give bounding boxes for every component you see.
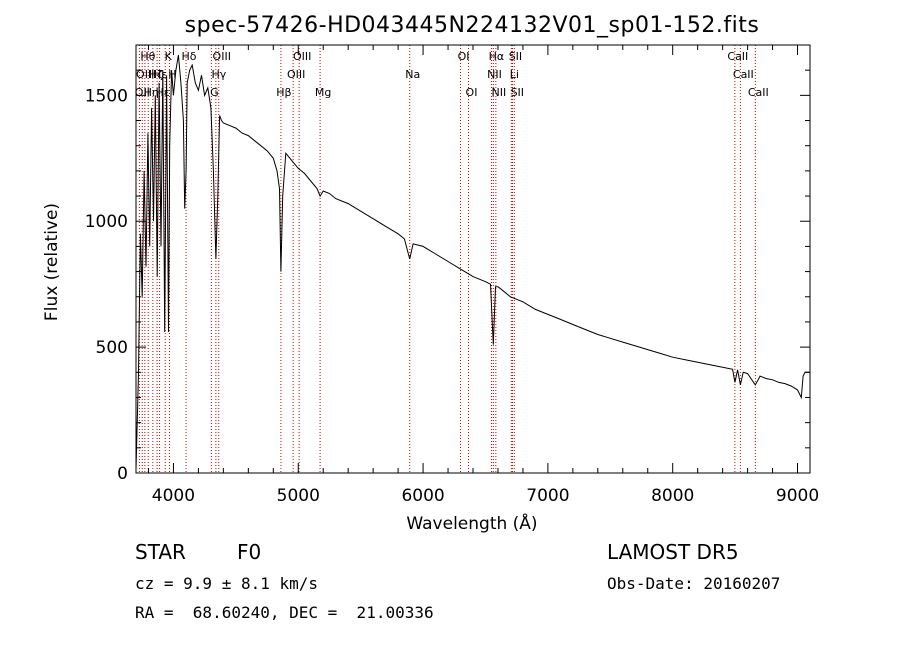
line-marker-label: Hα [489,50,505,63]
line-marker-label: OI [458,50,470,63]
line-marker-label: SII [511,86,524,99]
line-marker-label: Li [510,68,519,81]
line-marker-label: CaII [733,68,754,81]
y-tick-label: 0 [117,464,128,484]
line-marker-label: CaII [748,86,769,99]
x-tick-label: 8000 [651,486,694,506]
line-marker-label: Na [405,68,420,81]
y-tick-label: 1000 [85,212,128,232]
y-axis: 0 500 1000 1500 [85,44,810,484]
line-marker-label: CaII [727,50,748,63]
y-axis-label: Flux (relative) [42,203,62,321]
spectrum-line [135,55,810,471]
x-tick-label: 4000 [152,486,195,506]
x-tick-label: 5000 [277,486,320,506]
y-tick-label: 1500 [85,86,128,106]
x-axis: 4000 5000 6000 7000 8000 9000 [147,45,819,506]
line-marker-label: H [168,68,176,81]
survey-name: LAMOST DR5 [607,540,739,564]
redshift-velocity: cz = 9.9 ± 8.1 km/s [135,574,319,593]
line-marker-label: K [165,50,173,63]
line-marker-label: Hδ [182,50,197,63]
line-marker-label: Hζ [149,68,163,81]
chart-title: spec-57426-HD043445N224132V01_sp01-152.f… [185,13,760,38]
coordinates: RA = 68.60240, DEC = 21.00336 [135,603,434,622]
line-marker-label: Mg [315,86,331,99]
observation-date: Obs-Date: 20160207 [607,574,781,593]
line-marker-label: NII [491,86,506,99]
line-marker-label: G [210,86,219,99]
line-marker-label: OIII [293,50,311,63]
line-marker-label: SII [509,50,522,63]
line-marker-labels: OIIOIIIHθHηHζHεHεKHHδGHγOIIIHβOIIIOIIIMg… [135,50,769,99]
x-tick-label: 7000 [526,486,569,506]
line-marker-label: Hγ [211,68,226,81]
x-tick-label: 6000 [401,486,444,506]
object-subclass: F0 [237,540,262,564]
line-marker-label: OIII [136,68,154,81]
line-markers [138,45,756,473]
line-marker-label: OI [466,86,478,99]
line-marker-label: Hε [153,68,167,81]
plot-frame [135,44,811,474]
x-axis-label: Wavelength (Å) [406,512,537,534]
x-tick-label: 9000 [776,486,819,506]
object-class: STAR [135,540,186,564]
line-marker-label: OIII [213,50,231,63]
line-marker-label: Hθ [140,50,155,63]
line-marker-label: Hβ [276,86,291,99]
line-marker-label: OIII [287,68,305,81]
line-marker-label: NII [487,68,502,81]
y-tick-label: 500 [96,338,128,358]
